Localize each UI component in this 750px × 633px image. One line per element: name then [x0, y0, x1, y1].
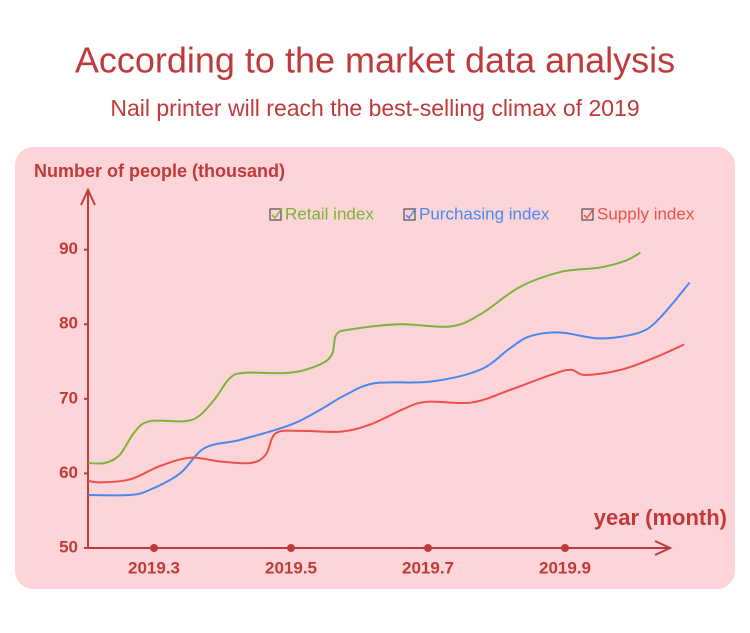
y-tick-label: 70	[59, 388, 78, 407]
chart-title: According to the market data analysis	[75, 40, 675, 81]
legend-check	[405, 207, 417, 220]
legend-label: Purchasing index	[419, 204, 550, 223]
x-tick	[287, 544, 295, 552]
line	[88, 251, 641, 465]
legend-label: Supply index	[597, 204, 695, 223]
y-tick-label: 50	[59, 537, 78, 556]
chart-subtitle: Nail printer will reach the best-selling…	[110, 95, 639, 121]
x-axis-arrow	[654, 540, 673, 556]
y-tick-label: 90	[59, 239, 78, 258]
y-tick-label: 80	[59, 314, 78, 333]
y-axis-arrow	[80, 187, 96, 206]
y-tick-label: 60	[59, 463, 78, 482]
x-tick	[424, 544, 432, 552]
legend-check	[271, 207, 283, 220]
x-tick-label: 2019.9	[539, 558, 591, 577]
x-tick	[150, 544, 158, 552]
chart-panel	[15, 147, 735, 589]
line	[88, 281, 691, 497]
x-tick	[561, 544, 569, 552]
legend-checkbox	[269, 208, 282, 221]
legend-label: Retail index	[285, 204, 374, 223]
x-tick-label: 2019.7	[402, 558, 454, 577]
legend-checkbox	[581, 208, 594, 221]
line	[88, 343, 685, 484]
y-axis-label: Number of people (thousand)	[34, 161, 285, 181]
x-axis-label: year (month)	[594, 505, 727, 530]
x-tick-label: 2019.3	[128, 558, 180, 577]
legend-checkbox	[403, 208, 416, 221]
legend-check	[583, 207, 595, 220]
x-tick-label: 2019.5	[265, 558, 317, 577]
